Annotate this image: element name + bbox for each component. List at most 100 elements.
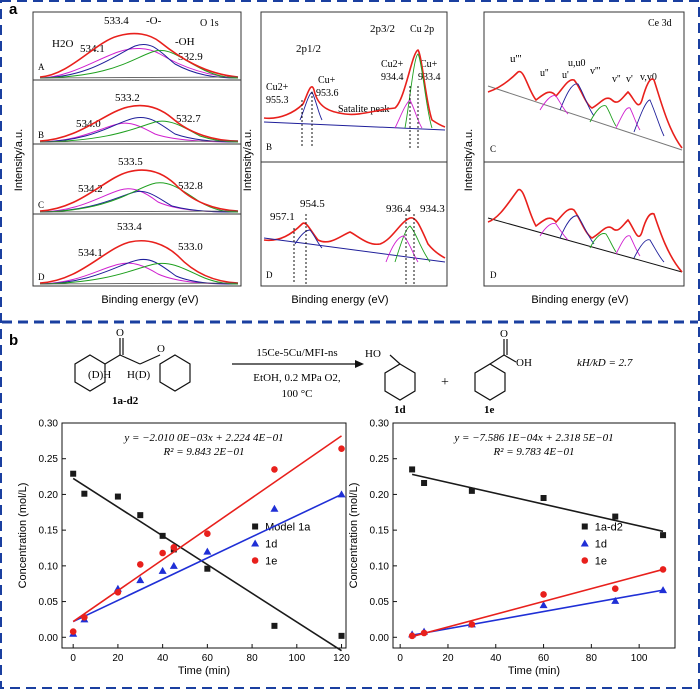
left-point-1e	[114, 588, 122, 596]
left-ytick-label: 0.15	[39, 526, 59, 537]
cu2p-b-cu2-right: Cu2+	[381, 59, 404, 70]
left-point-1e	[338, 445, 345, 453]
left-point-model-1a	[204, 565, 211, 572]
left-fit-line-1d	[72, 493, 342, 623]
cu2p-d-936: 936.4	[386, 203, 411, 215]
o1s-d-peak-left: 534.1	[78, 247, 103, 259]
right-legend-label-1e: 1e	[595, 556, 607, 568]
o1s-c-tag: C	[38, 200, 44, 210]
o1s-d-peak-main: 533.4	[117, 221, 142, 233]
right-point-1d	[539, 601, 548, 609]
ce3d-title: Ce 3d	[648, 18, 672, 29]
left-point-model-1a	[338, 632, 345, 639]
right-point-1e	[540, 591, 547, 598]
left-point-model-1a	[70, 470, 77, 477]
o1s-a-curves	[39, 32, 239, 79]
right-point-1e	[659, 566, 667, 573]
right-point-1d	[611, 596, 620, 604]
right-ytick-label: 0.00	[370, 633, 390, 644]
left-point-model-1a	[81, 490, 88, 497]
reactant-label: 1a-d2	[112, 395, 139, 407]
left-yaxis-title: Concentration (mol/L)	[17, 483, 29, 589]
left-xtick-label: 60	[202, 653, 214, 664]
product1-label: 1d	[394, 404, 406, 416]
left-point-1d	[169, 561, 178, 569]
o1s-c-curves	[39, 169, 239, 213]
product1-structure	[384, 354, 416, 401]
right-ytick-label: 0.20	[370, 490, 390, 501]
o1s-xlabel: Binding energy (eV)	[101, 294, 198, 306]
product1-ho: HO	[365, 348, 381, 360]
left-point-1e	[204, 530, 211, 538]
right-ytick-label: 0.25	[370, 454, 390, 465]
cu2p-ylabel: Intensity/a.u.	[242, 129, 254, 191]
ce3d-c-curves	[487, 70, 683, 151]
left-ytick-label: 0.20	[39, 490, 59, 501]
cu2p-d-954: 954.5	[300, 198, 325, 210]
left-legend-label-1e: 1e	[265, 556, 277, 568]
left-point-1e	[69, 628, 77, 635]
ce3d-box-d	[483, 161, 685, 287]
cu2p-d-957: 957.1	[270, 211, 295, 223]
right-ytick-label: 0.15	[370, 526, 390, 537]
left-plot-frame	[61, 422, 347, 649]
o1s-b-peak-main: 533.2	[115, 92, 140, 104]
cu2p-b-2p32: 2p3/2	[370, 23, 395, 35]
cu2p-b-934-4: 934.4	[381, 72, 404, 83]
left-ytick-label: 0.25	[39, 454, 59, 465]
chart-left-kinetics: 0.00 0.05 0.10 0.15 0.20 0.25 0.30 0 20 40 60 80 100…	[17, 419, 350, 678]
cu2p-b-953: 953.6	[316, 88, 339, 99]
o1s-column: Intensity/a.u. Binding energy (eV) O 1s …	[13, 11, 242, 306]
ce3d-c-v1: v'	[626, 74, 633, 85]
left-legend-marker-1d	[251, 539, 260, 547]
cu2p-title: Cu 2p	[410, 24, 434, 35]
right-point-1e	[408, 632, 416, 640]
right-fit-line-1e	[411, 568, 664, 638]
left-legend-marker-model-1a	[252, 523, 259, 530]
right-point-1e	[611, 585, 619, 593]
left-point-1e	[159, 549, 166, 557]
ce3d-ylabel: Intensity/a.u.	[463, 129, 475, 191]
ce3d-c-u2: u''	[540, 68, 549, 79]
left-point-1d	[136, 576, 145, 584]
reactant-carbonyl-o: O	[116, 327, 124, 339]
left-point-model-1a	[114, 493, 121, 500]
cu2p-d-tag: D	[266, 270, 273, 280]
chart-right-kinetics-deuterated: 0.00 0.05 0.10 0.15 0.20 0.25 0.30 0 20 40 60 80 100…	[348, 419, 676, 677]
reactant-dh-label: (D)H	[88, 369, 111, 381]
o1s-c-peak-left: 534.2	[78, 183, 103, 195]
right-ytick-label: 0.10	[370, 561, 390, 572]
left-point-1d	[203, 547, 212, 555]
left-point-1d	[270, 504, 279, 512]
right-fit-equation: y = −7.586 1E−04x + 2.318 5E−01	[453, 432, 613, 444]
cu2p-b-955: 955.3	[266, 95, 289, 106]
panel-a-label: a	[9, 1, 18, 18]
left-point-model-1a	[137, 512, 144, 519]
right-xaxis-title: Time (min)	[508, 665, 560, 677]
cu2p-box-d	[260, 161, 448, 287]
right-plot-frame	[392, 422, 676, 649]
left-point-1e	[136, 561, 144, 568]
left-legend-label-1d: 1d	[265, 539, 277, 551]
left-point-model-1a	[159, 532, 166, 539]
right-legend-marker-1e	[581, 557, 589, 564]
product2-oh: OH	[516, 357, 532, 369]
left-point-1e	[81, 613, 88, 621]
left-xaxis-title: Time (min)	[178, 665, 230, 677]
cu2p-xlabel: Binding energy (eV)	[291, 294, 388, 306]
cu2p-b-curves	[263, 49, 446, 148]
right-point-1a-d2	[468, 487, 475, 494]
cu2p-d-934: 934.3	[420, 203, 445, 215]
left-xtick-label: 20	[112, 653, 124, 664]
o1s-d-peak-right: 533.0	[178, 241, 203, 253]
product2-structure	[474, 339, 517, 401]
left-point-1e	[170, 543, 178, 551]
ce3d-d-tag: D	[490, 270, 497, 280]
right-legend-marker-1d	[580, 539, 589, 547]
right-point-1a-d2	[660, 532, 667, 539]
left-fit-equation: y = −2.010 0E−03x + 2.224 4E−01	[123, 432, 283, 444]
o1s-d-curves	[39, 240, 239, 285]
cu2p-b-tag: B	[266, 142, 272, 152]
